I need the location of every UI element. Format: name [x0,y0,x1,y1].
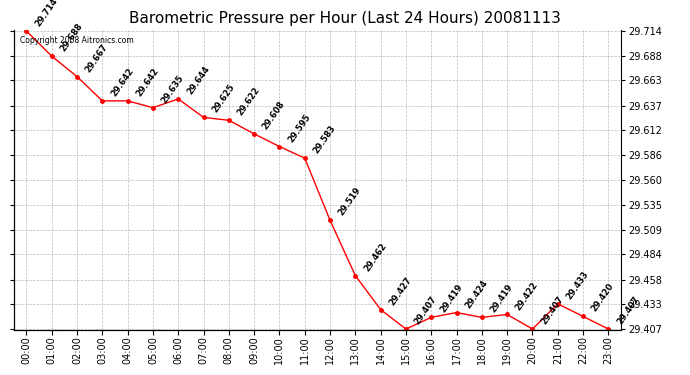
Text: 29.462: 29.462 [362,241,388,273]
Text: 29.419: 29.419 [438,283,464,315]
Text: 29.622: 29.622 [236,86,262,117]
Text: 29.407: 29.407 [413,295,439,326]
Text: 29.583: 29.583 [312,124,337,155]
Text: 29.608: 29.608 [261,99,287,131]
Text: 29.714: 29.714 [33,0,59,28]
Text: 29.625: 29.625 [210,83,237,115]
Text: 29.595: 29.595 [286,112,313,144]
Text: 29.519: 29.519 [337,186,363,218]
Text: 29.422: 29.422 [514,280,540,312]
Text: 29.688: 29.688 [59,22,85,53]
Text: 29.424: 29.424 [464,278,489,310]
Text: 29.644: 29.644 [185,64,211,96]
Text: 29.642: 29.642 [135,66,161,98]
Text: Barometric Pressure per Hour (Last 24 Hours) 20081113: Barometric Pressure per Hour (Last 24 Ho… [129,11,561,26]
Text: 29.419: 29.419 [489,283,515,315]
Text: 29.642: 29.642 [109,66,135,98]
Text: 29.667: 29.667 [84,42,110,74]
Text: 29.427: 29.427 [388,275,413,307]
Text: 29.420: 29.420 [590,282,616,314]
Text: 29.635: 29.635 [160,73,186,105]
Text: 29.433: 29.433 [564,269,591,301]
Text: 29.407: 29.407 [615,295,641,326]
Text: Copyright 2008 Aitronics.com: Copyright 2008 Aitronics.com [20,36,134,45]
Text: 29.407: 29.407 [540,295,565,326]
